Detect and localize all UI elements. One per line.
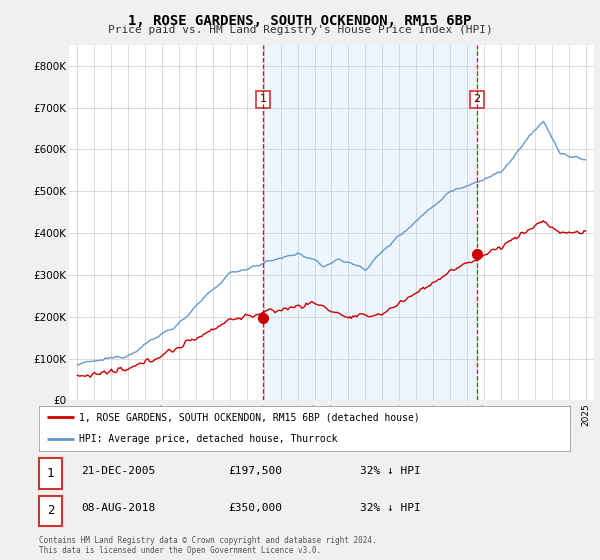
Text: 21-DEC-2005: 21-DEC-2005 — [81, 466, 155, 475]
Bar — [263, 45, 477, 400]
Text: 1, ROSE GARDENS, SOUTH OCKENDON, RM15 6BP: 1, ROSE GARDENS, SOUTH OCKENDON, RM15 6B… — [128, 14, 472, 28]
Text: 1, ROSE GARDENS, SOUTH OCKENDON, RM15 6BP (detached house): 1, ROSE GARDENS, SOUTH OCKENDON, RM15 6B… — [79, 412, 419, 422]
Text: 32% ↓ HPI: 32% ↓ HPI — [360, 503, 421, 513]
Text: 08-AUG-2018: 08-AUG-2018 — [81, 503, 155, 513]
Text: Price paid vs. HM Land Registry's House Price Index (HPI): Price paid vs. HM Land Registry's House … — [107, 25, 493, 35]
Text: £350,000: £350,000 — [228, 503, 282, 513]
Text: 32% ↓ HPI: 32% ↓ HPI — [360, 466, 421, 475]
Text: 2: 2 — [473, 94, 481, 104]
Text: Contains HM Land Registry data © Crown copyright and database right 2024.: Contains HM Land Registry data © Crown c… — [39, 536, 377, 545]
Text: This data is licensed under the Open Government Licence v3.0.: This data is licensed under the Open Gov… — [39, 546, 321, 555]
Text: 1: 1 — [260, 94, 267, 104]
Text: HPI: Average price, detached house, Thurrock: HPI: Average price, detached house, Thur… — [79, 433, 337, 444]
Text: £197,500: £197,500 — [228, 466, 282, 475]
Text: 2: 2 — [47, 505, 54, 517]
Text: 1: 1 — [47, 467, 54, 480]
